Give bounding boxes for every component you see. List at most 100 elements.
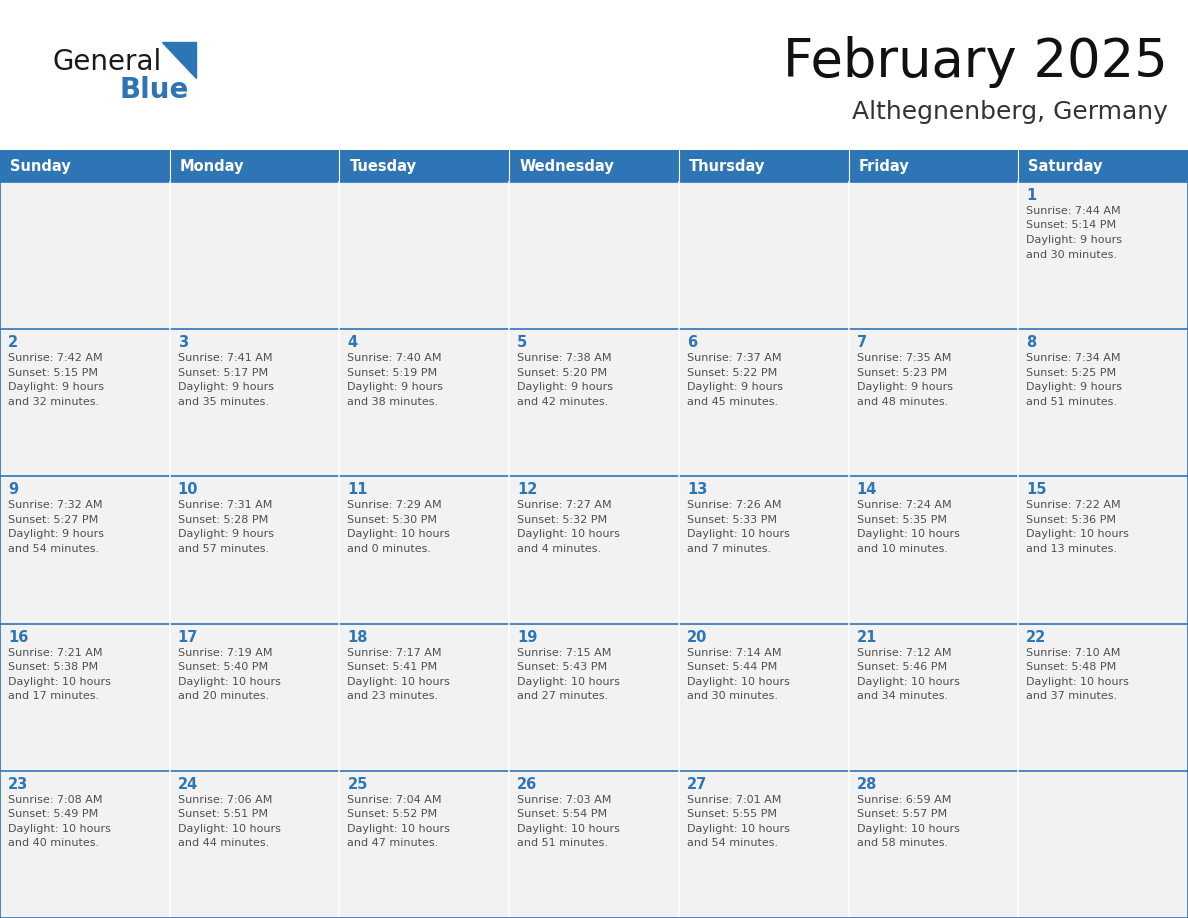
Text: Daylight: 10 hours: Daylight: 10 hours bbox=[687, 823, 790, 834]
Text: 1: 1 bbox=[1026, 188, 1037, 203]
FancyBboxPatch shape bbox=[678, 623, 848, 771]
FancyBboxPatch shape bbox=[678, 771, 848, 918]
Text: Sunrise: 7:24 AM: Sunrise: 7:24 AM bbox=[857, 500, 952, 510]
Text: Sunrise: 7:22 AM: Sunrise: 7:22 AM bbox=[1026, 500, 1121, 510]
Text: Sunset: 5:36 PM: Sunset: 5:36 PM bbox=[1026, 515, 1117, 525]
Text: 21: 21 bbox=[857, 630, 877, 644]
FancyBboxPatch shape bbox=[848, 330, 1018, 476]
Text: Sunset: 5:23 PM: Sunset: 5:23 PM bbox=[857, 368, 947, 377]
FancyBboxPatch shape bbox=[510, 150, 678, 182]
Text: Sunrise: 7:04 AM: Sunrise: 7:04 AM bbox=[347, 795, 442, 805]
Text: Sunrise: 7:26 AM: Sunrise: 7:26 AM bbox=[687, 500, 782, 510]
FancyBboxPatch shape bbox=[340, 182, 510, 330]
Text: 22: 22 bbox=[1026, 630, 1047, 644]
Text: February 2025: February 2025 bbox=[783, 36, 1168, 88]
Text: and 23 minutes.: and 23 minutes. bbox=[347, 691, 438, 701]
Text: Saturday: Saturday bbox=[1029, 159, 1102, 174]
FancyBboxPatch shape bbox=[678, 330, 848, 476]
Text: 23: 23 bbox=[8, 777, 29, 792]
FancyBboxPatch shape bbox=[678, 476, 848, 623]
Text: Sunset: 5:55 PM: Sunset: 5:55 PM bbox=[687, 810, 777, 819]
Text: Sunset: 5:38 PM: Sunset: 5:38 PM bbox=[8, 662, 99, 672]
Text: Sunrise: 7:17 AM: Sunrise: 7:17 AM bbox=[347, 647, 442, 657]
Text: 8: 8 bbox=[1026, 335, 1037, 350]
Text: Sunset: 5:14 PM: Sunset: 5:14 PM bbox=[1026, 220, 1117, 230]
FancyBboxPatch shape bbox=[678, 182, 848, 330]
Text: and 32 minutes.: and 32 minutes. bbox=[8, 397, 99, 407]
Text: Sunrise: 7:32 AM: Sunrise: 7:32 AM bbox=[8, 500, 102, 510]
FancyBboxPatch shape bbox=[1018, 771, 1188, 918]
FancyBboxPatch shape bbox=[0, 150, 170, 182]
Text: Sunrise: 7:41 AM: Sunrise: 7:41 AM bbox=[178, 353, 272, 364]
Text: 27: 27 bbox=[687, 777, 707, 792]
FancyBboxPatch shape bbox=[848, 182, 1018, 330]
Text: 17: 17 bbox=[178, 630, 198, 644]
Text: Sunrise: 7:12 AM: Sunrise: 7:12 AM bbox=[857, 647, 952, 657]
Text: 13: 13 bbox=[687, 482, 707, 498]
FancyBboxPatch shape bbox=[848, 623, 1018, 771]
Text: Daylight: 10 hours: Daylight: 10 hours bbox=[178, 823, 280, 834]
Text: Daylight: 10 hours: Daylight: 10 hours bbox=[8, 677, 110, 687]
Text: Sunrise: 7:08 AM: Sunrise: 7:08 AM bbox=[8, 795, 102, 805]
Text: Daylight: 10 hours: Daylight: 10 hours bbox=[517, 530, 620, 540]
Text: Daylight: 9 hours: Daylight: 9 hours bbox=[8, 530, 105, 540]
Text: 12: 12 bbox=[517, 482, 537, 498]
Text: Daylight: 9 hours: Daylight: 9 hours bbox=[1026, 235, 1123, 245]
Text: and 57 minutes.: and 57 minutes. bbox=[178, 543, 268, 554]
Text: Daylight: 10 hours: Daylight: 10 hours bbox=[1026, 677, 1129, 687]
FancyBboxPatch shape bbox=[1018, 476, 1188, 623]
Text: and 35 minutes.: and 35 minutes. bbox=[178, 397, 268, 407]
Text: 2: 2 bbox=[8, 335, 18, 350]
Text: and 42 minutes.: and 42 minutes. bbox=[517, 397, 608, 407]
Text: and 51 minutes.: and 51 minutes. bbox=[517, 838, 608, 848]
Text: Daylight: 9 hours: Daylight: 9 hours bbox=[8, 382, 105, 392]
Text: Sunrise: 7:03 AM: Sunrise: 7:03 AM bbox=[517, 795, 612, 805]
FancyBboxPatch shape bbox=[848, 771, 1018, 918]
FancyBboxPatch shape bbox=[170, 330, 340, 476]
Text: 3: 3 bbox=[178, 335, 188, 350]
FancyBboxPatch shape bbox=[0, 182, 170, 330]
Text: Sunrise: 7:37 AM: Sunrise: 7:37 AM bbox=[687, 353, 782, 364]
Text: Sunrise: 7:35 AM: Sunrise: 7:35 AM bbox=[857, 353, 950, 364]
Text: Sunset: 5:54 PM: Sunset: 5:54 PM bbox=[517, 810, 607, 819]
Text: and 54 minutes.: and 54 minutes. bbox=[8, 543, 99, 554]
Text: and 47 minutes.: and 47 minutes. bbox=[347, 838, 438, 848]
Text: Friday: Friday bbox=[859, 159, 909, 174]
Text: Daylight: 10 hours: Daylight: 10 hours bbox=[347, 530, 450, 540]
Text: 11: 11 bbox=[347, 482, 368, 498]
Text: and 45 minutes.: and 45 minutes. bbox=[687, 397, 778, 407]
Text: 14: 14 bbox=[857, 482, 877, 498]
Text: Althegnenberg, Germany: Althegnenberg, Germany bbox=[852, 100, 1168, 124]
Text: Sunrise: 7:27 AM: Sunrise: 7:27 AM bbox=[517, 500, 612, 510]
Text: Sunset: 5:57 PM: Sunset: 5:57 PM bbox=[857, 810, 947, 819]
Text: Blue: Blue bbox=[120, 76, 189, 104]
Text: Sunrise: 7:01 AM: Sunrise: 7:01 AM bbox=[687, 795, 782, 805]
FancyBboxPatch shape bbox=[170, 476, 340, 623]
Text: Sunrise: 7:19 AM: Sunrise: 7:19 AM bbox=[178, 647, 272, 657]
FancyBboxPatch shape bbox=[0, 476, 170, 623]
FancyBboxPatch shape bbox=[170, 771, 340, 918]
Text: Daylight: 10 hours: Daylight: 10 hours bbox=[8, 823, 110, 834]
FancyBboxPatch shape bbox=[848, 150, 1018, 182]
Text: 28: 28 bbox=[857, 777, 877, 792]
Text: Sunset: 5:35 PM: Sunset: 5:35 PM bbox=[857, 515, 947, 525]
Text: Daylight: 10 hours: Daylight: 10 hours bbox=[857, 677, 960, 687]
Text: Thursday: Thursday bbox=[689, 159, 765, 174]
Text: 15: 15 bbox=[1026, 482, 1047, 498]
Text: Daylight: 10 hours: Daylight: 10 hours bbox=[687, 677, 790, 687]
Text: Sunrise: 7:21 AM: Sunrise: 7:21 AM bbox=[8, 647, 102, 657]
Text: Daylight: 9 hours: Daylight: 9 hours bbox=[178, 530, 273, 540]
FancyBboxPatch shape bbox=[340, 771, 510, 918]
Text: Daylight: 10 hours: Daylight: 10 hours bbox=[857, 823, 960, 834]
Text: 20: 20 bbox=[687, 630, 707, 644]
Text: and 10 minutes.: and 10 minutes. bbox=[857, 543, 948, 554]
Text: Sunrise: 7:15 AM: Sunrise: 7:15 AM bbox=[517, 647, 612, 657]
Text: Sunset: 5:30 PM: Sunset: 5:30 PM bbox=[347, 515, 437, 525]
Text: and 54 minutes.: and 54 minutes. bbox=[687, 838, 778, 848]
Text: and 37 minutes.: and 37 minutes. bbox=[1026, 691, 1118, 701]
Text: and 44 minutes.: and 44 minutes. bbox=[178, 838, 268, 848]
Text: and 51 minutes.: and 51 minutes. bbox=[1026, 397, 1117, 407]
Text: Sunset: 5:52 PM: Sunset: 5:52 PM bbox=[347, 810, 437, 819]
FancyBboxPatch shape bbox=[510, 771, 678, 918]
Text: Sunset: 5:46 PM: Sunset: 5:46 PM bbox=[857, 662, 947, 672]
